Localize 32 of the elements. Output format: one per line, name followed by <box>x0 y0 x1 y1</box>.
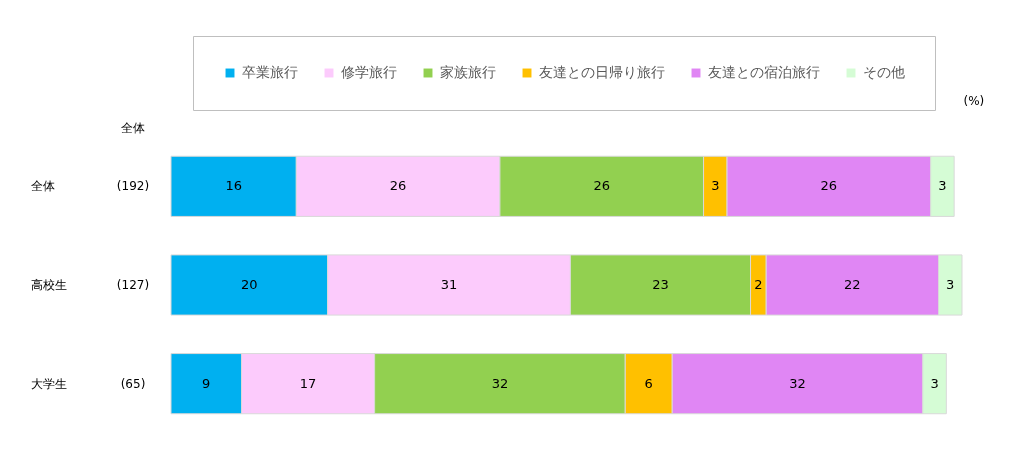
text: (192) <box>116 179 150 194</box>
data-label: 3 <box>946 277 955 292</box>
data-label: 26 <box>593 178 611 194</box>
data-label: 32 <box>789 375 806 391</box>
data-label: 32 <box>491 375 509 391</box>
data-label: 26 <box>389 178 407 194</box>
text: 全体 <box>121 121 145 135</box>
data-label: 23 <box>652 277 669 292</box>
data-label: 6 <box>644 375 653 391</box>
legend-label: 家族旅行 <box>440 64 496 80</box>
data-label: 31 <box>440 277 458 292</box>
data-label: 26 <box>820 178 838 194</box>
data-label: 2 <box>754 277 763 292</box>
y-tick-label: 全体 <box>30 179 55 194</box>
data-label: 9 <box>202 375 211 391</box>
text: (127) <box>116 278 150 292</box>
legend-label: 卒業旅行 <box>242 64 298 80</box>
data-label: 22 <box>844 277 861 292</box>
y-tick-label: 大学生 <box>30 376 67 391</box>
x-axis-title: (%) <box>963 93 985 108</box>
data-label: 17 <box>299 375 317 391</box>
text: (65) <box>120 376 146 391</box>
data-label: 16 <box>225 178 242 194</box>
legend-label: その他 <box>863 64 905 80</box>
data-label: 3 <box>938 178 947 194</box>
legend-label: 友達との日帰り旅行 <box>539 64 665 80</box>
legend-label: 友達との宿泊旅行 <box>708 64 820 80</box>
data-label: 20 <box>241 277 258 292</box>
legend-label: 修学旅行 <box>341 64 397 80</box>
data-label: 3 <box>711 178 720 194</box>
y-tick-label: 高校生 <box>30 278 67 292</box>
data-label: 3 <box>930 375 939 391</box>
